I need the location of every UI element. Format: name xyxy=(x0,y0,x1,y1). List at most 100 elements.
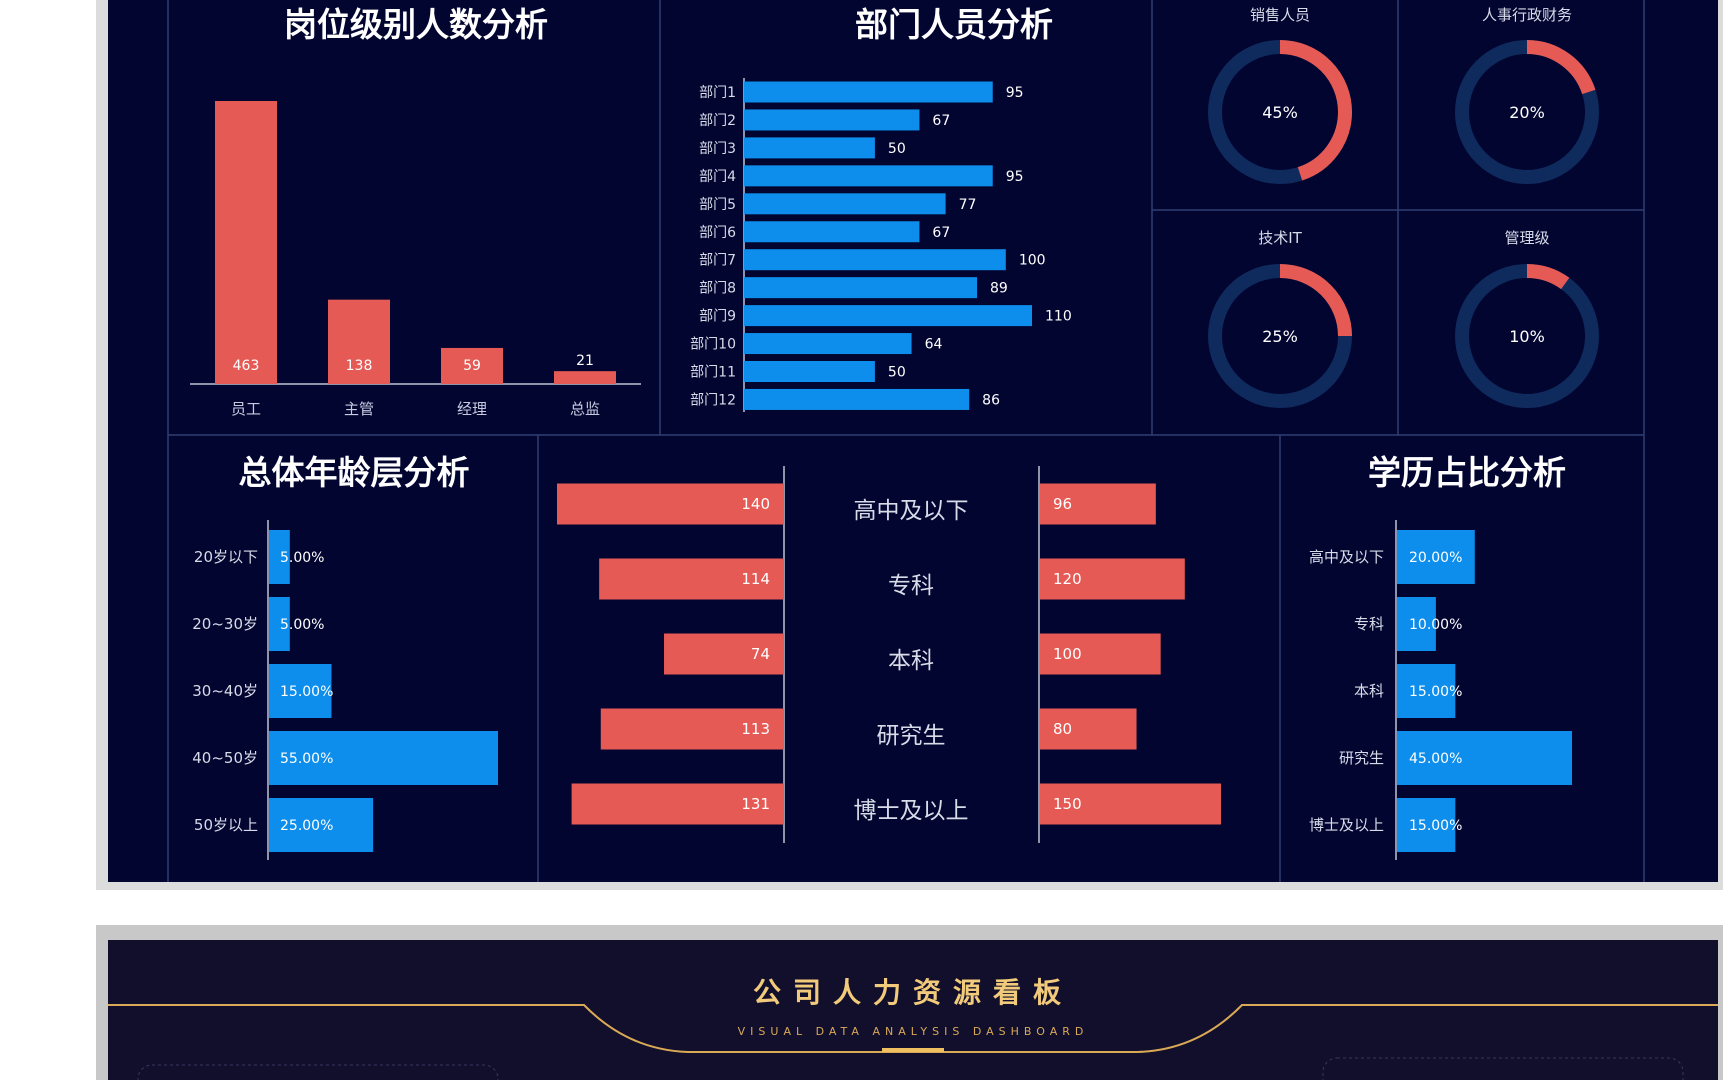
position-bar xyxy=(554,371,616,384)
donut-value-label: 45% xyxy=(1262,103,1298,122)
education-category-label: 本科 xyxy=(1354,682,1384,700)
donut-arc xyxy=(1208,40,1352,184)
department-bar xyxy=(744,361,875,382)
department-bar xyxy=(744,305,1032,327)
age-bar xyxy=(269,731,498,785)
donut-title: 技术IT xyxy=(1258,229,1302,247)
age-bar xyxy=(269,664,332,718)
header-card-left xyxy=(137,1064,499,1080)
header-ornament-accent xyxy=(882,1048,944,1052)
department-category-label: 部门8 xyxy=(699,281,736,297)
department-category-label: 部门12 xyxy=(690,392,736,408)
age-bar xyxy=(269,798,374,852)
department-bar xyxy=(744,193,946,215)
education-bar xyxy=(1397,664,1456,718)
department-value-label: 77 xyxy=(959,197,977,213)
education-compare-category: 本科 xyxy=(888,648,934,674)
department-category-label: 部门9 xyxy=(699,309,736,325)
header-card-right xyxy=(1322,1057,1684,1080)
education-compare-right-value: 100 xyxy=(1053,645,1082,663)
position-bar xyxy=(215,101,277,384)
header-title: 公司人力资源看板 xyxy=(753,976,1073,1009)
age-category-label: 20岁以下 xyxy=(194,548,258,566)
education-compare-left-value: 114 xyxy=(741,570,770,588)
education-compare-left-bar xyxy=(571,783,784,825)
donut-title: 销售人员 xyxy=(1250,6,1310,24)
donut-arc xyxy=(1208,264,1352,408)
department-value-label: 67 xyxy=(932,113,950,129)
department-value-label: 110 xyxy=(1045,309,1072,325)
header-canvas: 公司人力资源看板 VISUAL DATA ANALYSIS DASHBOARD xyxy=(108,976,1718,1080)
education-compare-right-value: 120 xyxy=(1053,570,1082,588)
education-compare-category: 博士及以上 xyxy=(854,798,969,824)
education-compare-left-value: 140 xyxy=(741,495,770,513)
education-bar xyxy=(1397,798,1456,852)
age-bars: 20岁以下 5.00% 20~30岁 5.00% 30~40岁 15.00% 40~50岁 5… xyxy=(192,520,498,860)
donut-panel: 销售人员 45% 人事行政财务 20% 技术IT 25% 管理级 10% xyxy=(1208,6,1599,408)
education-compare-left-value: 74 xyxy=(751,645,770,663)
education-value-label: 10.00% xyxy=(1409,617,1462,633)
header-subtitle: VISUAL DATA ANALYSIS DASHBOARD xyxy=(738,1025,1089,1038)
department-category-label: 部门1 xyxy=(699,85,736,101)
position-bars: 463 员工 138 主管 59 经理 21 总监 xyxy=(190,101,641,418)
department-category-label: 部门6 xyxy=(699,225,736,241)
age-category-label: 20~30岁 xyxy=(192,615,258,633)
education-value-label: 45.00% xyxy=(1409,751,1462,767)
position-value-label: 21 xyxy=(576,353,594,369)
age-bar xyxy=(269,597,290,651)
education-category-label: 高中及以下 xyxy=(1309,548,1384,566)
education-bar xyxy=(1397,731,1572,785)
donut-value-label: 20% xyxy=(1509,103,1545,122)
department-bar xyxy=(744,137,875,159)
education-category-label: 专科 xyxy=(1354,615,1384,633)
donut-value-label: 25% xyxy=(1262,327,1298,346)
donut-title: 人事行政财务 xyxy=(1482,6,1572,24)
age-value-label: 15.00% xyxy=(280,684,333,700)
position-bar xyxy=(441,347,503,384)
department-value-label: 100 xyxy=(1019,253,1046,269)
panel-dividers xyxy=(167,0,1645,882)
education-value-label: 15.00% xyxy=(1409,684,1462,700)
education-compare-panel: 140 96 高中及以下 114 120 专科 74 100 本科 113 80 研究生 131 150 博… xyxy=(557,466,1221,843)
position-category-label: 员工 xyxy=(231,400,261,418)
department-panel: 部门人员分析 部门1 95 部门2 67 部门3 50 部门4 95 部门5 77 部门6 67 部门7… xyxy=(690,5,1072,412)
education-compare-category: 专科 xyxy=(888,573,934,599)
age-value-label: 5.00% xyxy=(280,550,324,566)
position-level-panel: 岗位级别人数分析 463 员工 138 主管 59 经理 21 总监 xyxy=(190,5,641,418)
education-compare-right-bar xyxy=(1040,633,1161,675)
age-panel: 总体年龄层分析 20岁以下 5.00% 20~30岁 5.00% 30~40岁 15.00… xyxy=(192,453,498,860)
education-compare-category: 研究生 xyxy=(877,723,946,749)
donut-title: 管理级 xyxy=(1504,229,1549,247)
education-compare-left-value: 131 xyxy=(741,795,770,813)
department-category-label: 部门3 xyxy=(699,141,736,157)
position-bar xyxy=(328,299,390,384)
position-value-label: 463 xyxy=(233,358,260,374)
position-category-label: 经理 xyxy=(457,400,487,418)
education-compare-right-value: 80 xyxy=(1053,720,1072,738)
education-title: 学历占比分析 xyxy=(1368,453,1566,492)
hr-dashboard-top: 岗位级别人数分析 463 员工 138 主管 59 经理 21 总监 部门人员分析 部门1 95… xyxy=(108,0,1718,882)
dashboard-canvas: 岗位级别人数分析 463 员工 138 主管 59 经理 21 总监 部门人员分析 部门1 95… xyxy=(167,0,1645,882)
education-bar xyxy=(1397,597,1436,651)
department-category-label: 部门5 xyxy=(699,197,736,213)
age-title: 总体年龄层分析 xyxy=(239,453,470,492)
education-value-label: 20.00% xyxy=(1409,550,1462,566)
position-level-title: 岗位级别人数分析 xyxy=(284,5,548,44)
department-category-label: 部门11 xyxy=(690,365,736,381)
department-value-label: 95 xyxy=(1006,85,1024,101)
department-category-label: 部门7 xyxy=(699,253,736,269)
donut-value-label: 10% xyxy=(1509,327,1545,346)
education-compare-right-bar xyxy=(1040,783,1221,825)
department-bar xyxy=(744,277,978,299)
department-value-label: 95 xyxy=(1006,169,1024,185)
education-category-label: 博士及以上 xyxy=(1309,816,1384,834)
education-compare-left-bar xyxy=(557,483,784,525)
department-value-label: 50 xyxy=(888,365,906,381)
education-compare-right-bar xyxy=(1040,708,1137,750)
hr-dashboard-header: 公司人力资源看板 VISUAL DATA ANALYSIS DASHBOARD xyxy=(108,940,1718,1080)
department-bar xyxy=(744,333,912,355)
education-compare-right-bar xyxy=(1040,483,1156,525)
education-compare-left-bar xyxy=(599,558,784,600)
education-bars: 高中及以下 20.00% 专科 10.00% 本科 15.00% 研究生 45.00% 博士及以… xyxy=(1309,520,1572,860)
education-compare-right-value: 96 xyxy=(1053,495,1072,513)
